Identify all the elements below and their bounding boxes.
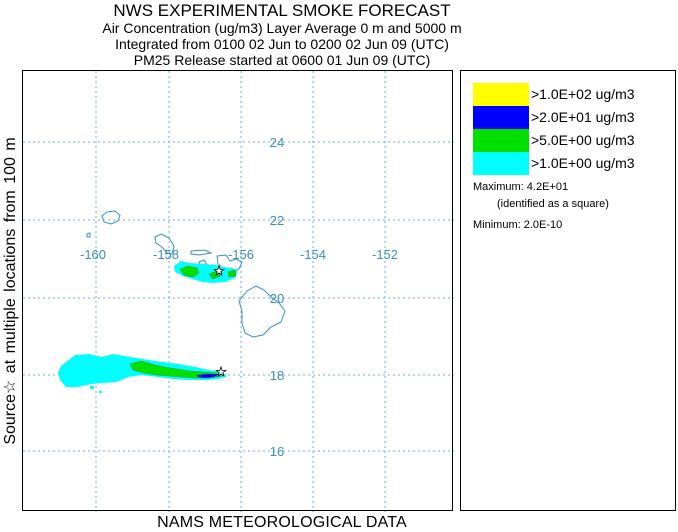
lat-tick-label: 22 bbox=[270, 213, 284, 228]
lat-tick-label: 18 bbox=[270, 368, 284, 383]
star-icon bbox=[215, 365, 227, 377]
maximum-value: 4.2E+01 bbox=[526, 181, 569, 193]
lat-tick-label: 24 bbox=[270, 135, 284, 150]
oahu-coast bbox=[154, 233, 175, 255]
maximum-note: (identified as a square) bbox=[497, 198, 609, 210]
plume-contour-5ugm3 bbox=[179, 265, 200, 278]
minimum-label: Minimum: bbox=[473, 219, 521, 231]
plume-contour-20ugm3 bbox=[197, 374, 219, 378]
lon-tick-label: -154 bbox=[300, 247, 326, 262]
molokai-coast bbox=[190, 249, 213, 256]
lon-tick-label: -152 bbox=[372, 247, 398, 262]
legend-swatch bbox=[473, 152, 529, 175]
legend-swatch bbox=[473, 129, 529, 152]
legend-item: >2.0E+01 ug/m3 bbox=[473, 106, 673, 129]
lon-tick-label: -156 bbox=[228, 247, 254, 262]
legend-label: >2.0E+01 ug/m3 bbox=[531, 109, 635, 125]
legend-panel: >1.0E+02 ug/m3 >2.0E+01 ug/m3 >5.0E+00 u… bbox=[460, 70, 676, 511]
graticule bbox=[23, 71, 454, 512]
chart-header: NWS EXPERIMENTAL SMOKE FORECAST Air Conc… bbox=[22, 0, 542, 68]
source-label-container: Source☆ at multiple locations from 100 m bbox=[0, 70, 20, 512]
tick-labels: -160 -158 -156 -154 -152 24 22 20 18 16 bbox=[80, 135, 398, 459]
smoke-plume-south bbox=[58, 354, 227, 393]
legend-swatch bbox=[473, 83, 529, 106]
niihau-coast bbox=[86, 232, 91, 238]
page-title: NWS EXPERIMENTAL SMOKE FORECAST bbox=[113, 1, 451, 20]
source-markers bbox=[213, 264, 227, 377]
plume-contour-5ugm3 bbox=[129, 360, 222, 379]
lon-tick-label: -158 bbox=[153, 247, 179, 262]
legend-item: >1.0E+00 ug/m3 bbox=[473, 152, 673, 175]
meteorological-data-label: NAMS METEOROLOGICAL DATA bbox=[157, 514, 407, 531]
maximum-stat: Maximum: 4.2E+01 bbox=[473, 181, 568, 193]
legend-swatch bbox=[473, 106, 529, 129]
plume-contour-5ugm3 bbox=[227, 269, 237, 278]
lat-tick-label: 20 bbox=[270, 291, 284, 306]
legend-item: >5.0E+00 ug/m3 bbox=[473, 129, 673, 152]
lat-tick-label: 16 bbox=[270, 444, 284, 459]
hawaii-coast bbox=[238, 285, 286, 338]
star-icon bbox=[213, 264, 225, 276]
legend-label: >1.0E+02 ug/m3 bbox=[531, 86, 635, 102]
plume-speck bbox=[90, 386, 94, 389]
release-start: PM25 Release started at 0600 01 Jun 09 (… bbox=[133, 52, 431, 68]
smoke-plume-north bbox=[174, 261, 238, 283]
plume-speck bbox=[99, 391, 102, 393]
map-canvas: -160 -158 -156 -154 -152 24 22 20 18 16 bbox=[23, 71, 454, 512]
minimum-stat: Minimum: 2.0E-10 bbox=[473, 219, 562, 231]
minimum-value: 2.0E-10 bbox=[523, 219, 563, 231]
lon-tick-label: -160 bbox=[80, 247, 106, 262]
map-panel: -160 -158 -156 -154 -152 24 22 20 18 16 bbox=[22, 70, 454, 512]
legend-label: >1.0E+00 ug/m3 bbox=[531, 155, 635, 171]
maximum-label: Maximum: bbox=[473, 181, 524, 193]
source-label: Source☆ at multiple locations from 100 m bbox=[2, 137, 19, 445]
kauai-coast bbox=[101, 210, 121, 225]
integration-period: Integrated from 0100 02 Jun to 0200 02 J… bbox=[115, 36, 449, 52]
legend-label: >5.0E+00 ug/m3 bbox=[531, 132, 635, 148]
legend-item: >1.0E+02 ug/m3 bbox=[473, 83, 673, 106]
concentration-description: Air Concentration (ug/m3) Layer Average … bbox=[102, 20, 462, 36]
